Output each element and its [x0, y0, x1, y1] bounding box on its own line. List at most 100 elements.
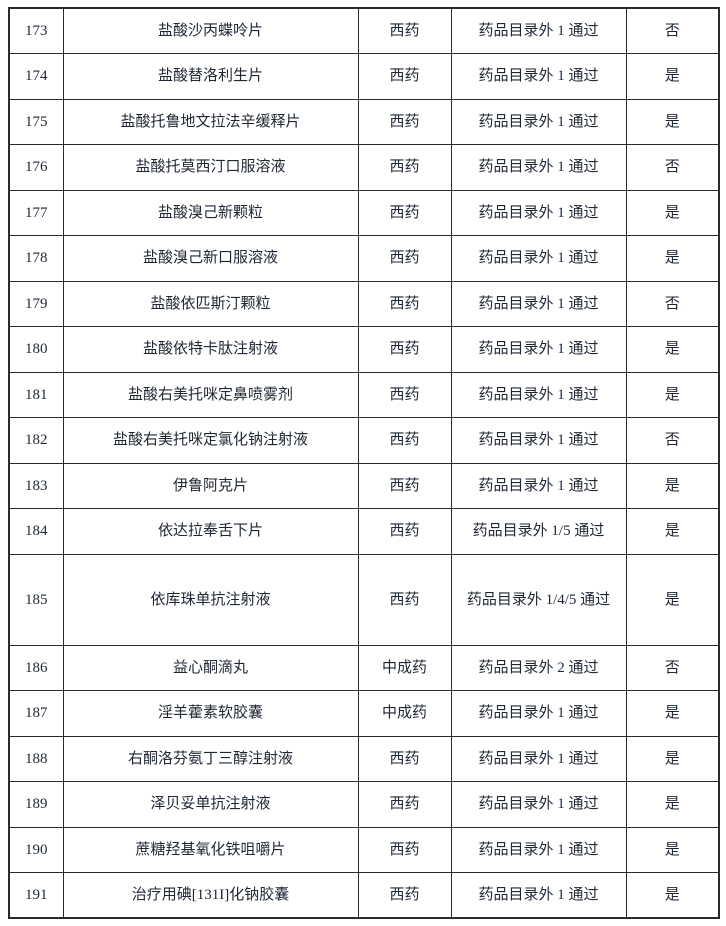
cell-catalog-status: 药品目录外 1 通过 — [450, 462, 627, 509]
cell-drug-name: 依达拉奉舌下片 — [62, 508, 359, 555]
table-row: 183 伊鲁阿克片 西药 药品目录外 1 通过是 — [8, 462, 720, 509]
cell-catalog-status: 药品目录外 1/5 通过 — [450, 508, 627, 555]
table-row: 187 淫羊藿素软胶囊 中成药 药品目录外 1 通过是 — [8, 690, 720, 737]
cell-seq-number: 177 — [8, 189, 64, 236]
cell-seq-number: 189 — [8, 781, 64, 828]
cell-drug-type: 西药 — [357, 7, 452, 54]
cell-drug-name: 盐酸溴己新颗粒 — [62, 189, 359, 236]
cell-drug-name: 治疗用碘[131I]化钠胶囊 — [62, 872, 359, 919]
cell-drug-type: 西药 — [357, 326, 452, 373]
cell-catalog-status: 药品目录外 1 通过 — [450, 735, 627, 782]
cell-drug-type: 西药 — [357, 371, 452, 418]
cell-seq-number: 191 — [8, 872, 64, 919]
cell-seq-number: 179 — [8, 280, 64, 327]
cell-catalog-status: 药品目录外 1 通过 — [450, 826, 627, 873]
table-row: 190 蔗糖羟基氧化铁咀嚼片 西药 药品目录外 1 通过是 — [8, 826, 720, 873]
table-row: 189 泽贝妥单抗注射液 西药 药品目录外 1 通过是 — [8, 781, 720, 828]
cell-drug-type: 西药 — [357, 735, 452, 782]
cell-drug-name: 蔗糖羟基氧化铁咀嚼片 — [62, 826, 359, 873]
cell-seq-number: 178 — [8, 235, 64, 282]
cell-pass-flag: 是 — [625, 462, 720, 509]
cell-drug-type: 西药 — [357, 417, 452, 464]
drug-list-table: 173 盐酸沙丙蝶呤片 西药 药品目录外 1 通过否 174 盐酸替洛利生片 西药 药品目录外… — [8, 7, 720, 919]
cell-drug-type: 西药 — [357, 280, 452, 327]
cell-drug-type: 西药 — [357, 553, 452, 646]
cell-drug-name: 右酮洛芬氨丁三醇注射液 — [62, 735, 359, 782]
cell-drug-type: 中成药 — [357, 690, 452, 737]
cell-catalog-status: 药品目录外 1 通过 — [450, 417, 627, 464]
cell-catalog-status: 药品目录外 1 通过 — [450, 144, 627, 191]
table-row: 179 盐酸依匹斯汀颗粒 西药 药品目录外 1 通过否 — [8, 280, 720, 327]
cell-drug-name: 盐酸溴己新口服溶液 — [62, 235, 359, 282]
cell-drug-name: 伊鲁阿克片 — [62, 462, 359, 509]
cell-seq-number: 182 — [8, 417, 64, 464]
table-row: 188 右酮洛芬氨丁三醇注射液 西药 药品目录外 1 通过是 — [8, 735, 720, 782]
cell-catalog-status: 药品目录外 1 通过 — [450, 326, 627, 373]
cell-pass-flag: 是 — [625, 371, 720, 418]
cell-drug-name: 盐酸右美托咪定鼻喷雾剂 — [62, 371, 359, 418]
table-row: 173 盐酸沙丙蝶呤片 西药 药品目录外 1 通过否 — [8, 7, 720, 54]
cell-drug-name: 淫羊藿素软胶囊 — [62, 690, 359, 737]
cell-seq-number: 186 — [8, 644, 64, 691]
cell-catalog-status: 药品目录外 1 通过 — [450, 53, 627, 100]
cell-drug-name: 泽贝妥单抗注射液 — [62, 781, 359, 828]
cell-drug-name: 盐酸替洛利生片 — [62, 53, 359, 100]
cell-seq-number: 190 — [8, 826, 64, 873]
cell-catalog-status: 药品目录外 1 通过 — [450, 98, 627, 145]
cell-pass-flag: 否 — [625, 417, 720, 464]
cell-seq-number: 175 — [8, 98, 64, 145]
drug-table-body: 173 盐酸沙丙蝶呤片 西药 药品目录外 1 通过否 174 盐酸替洛利生片 西药 药品目录外… — [8, 7, 720, 919]
cell-catalog-status: 药品目录外 1 通过 — [450, 690, 627, 737]
cell-catalog-status: 药品目录外 1 通过 — [450, 371, 627, 418]
table-row: 184 依达拉奉舌下片 西药 药品目录外 1/5 通过是 — [8, 508, 720, 555]
cell-drug-type: 西药 — [357, 144, 452, 191]
cell-catalog-status: 药品目录外 1/4/5 通过 — [450, 553, 627, 646]
cell-pass-flag: 是 — [625, 189, 720, 236]
table-row: 175 盐酸托鲁地文拉法辛缓释片 西药 药品目录外 1 通过是 — [8, 98, 720, 145]
cell-drug-name: 依库珠单抗注射液 — [62, 553, 359, 646]
cell-drug-type: 西药 — [357, 872, 452, 919]
cell-drug-name: 盐酸右美托咪定氯化钠注射液 — [62, 417, 359, 464]
cell-pass-flag: 否 — [625, 144, 720, 191]
cell-pass-flag: 是 — [625, 508, 720, 555]
cell-seq-number: 183 — [8, 462, 64, 509]
cell-catalog-status: 药品目录外 1 通过 — [450, 781, 627, 828]
cell-drug-type: 西药 — [357, 53, 452, 100]
cell-seq-number: 173 — [8, 7, 64, 54]
cell-catalog-status: 药品目录外 1 通过 — [450, 7, 627, 54]
cell-pass-flag: 是 — [625, 690, 720, 737]
table-row: 178 盐酸溴己新口服溶液 西药 药品目录外 1 通过是 — [8, 235, 720, 282]
table-row: 177 盐酸溴己新颗粒 西药 药品目录外 1 通过是 — [8, 189, 720, 236]
cell-drug-type: 中成药 — [357, 644, 452, 691]
cell-seq-number: 176 — [8, 144, 64, 191]
cell-catalog-status: 药品目录外 1 通过 — [450, 280, 627, 327]
cell-drug-name: 盐酸托鲁地文拉法辛缓释片 — [62, 98, 359, 145]
cell-seq-number: 181 — [8, 371, 64, 418]
cell-seq-number: 174 — [8, 53, 64, 100]
cell-seq-number: 180 — [8, 326, 64, 373]
table-row: 174 盐酸替洛利生片 西药 药品目录外 1 通过是 — [8, 53, 720, 100]
cell-drug-type: 西药 — [357, 781, 452, 828]
cell-pass-flag: 是 — [625, 98, 720, 145]
table-row: 185 依库珠单抗注射液 西药 药品目录外 1/4/5 通过是 — [8, 553, 720, 646]
table-row: 181 盐酸右美托咪定鼻喷雾剂 西药 药品目录外 1 通过是 — [8, 371, 720, 418]
cell-catalog-status: 药品目录外 1 通过 — [450, 872, 627, 919]
cell-pass-flag: 是 — [625, 553, 720, 646]
table-row: 176 盐酸托莫西汀口服溶液 西药 药品目录外 1 通过否 — [8, 144, 720, 191]
cell-seq-number: 185 — [8, 553, 64, 646]
cell-drug-type: 西药 — [357, 189, 452, 236]
cell-pass-flag: 否 — [625, 280, 720, 327]
cell-seq-number: 184 — [8, 508, 64, 555]
cell-pass-flag: 是 — [625, 781, 720, 828]
cell-drug-type: 西药 — [357, 508, 452, 555]
table-row: 186 益心酮滴丸 中成药 药品目录外 2 通过否 — [8, 644, 720, 691]
cell-drug-type: 西药 — [357, 462, 452, 509]
cell-catalog-status: 药品目录外 1 通过 — [450, 189, 627, 236]
cell-pass-flag: 是 — [625, 235, 720, 282]
cell-pass-flag: 是 — [625, 326, 720, 373]
cell-drug-name: 盐酸依匹斯汀颗粒 — [62, 280, 359, 327]
cell-drug-name: 盐酸依特卡肽注射液 — [62, 326, 359, 373]
cell-pass-flag: 否 — [625, 7, 720, 54]
cell-drug-type: 西药 — [357, 98, 452, 145]
